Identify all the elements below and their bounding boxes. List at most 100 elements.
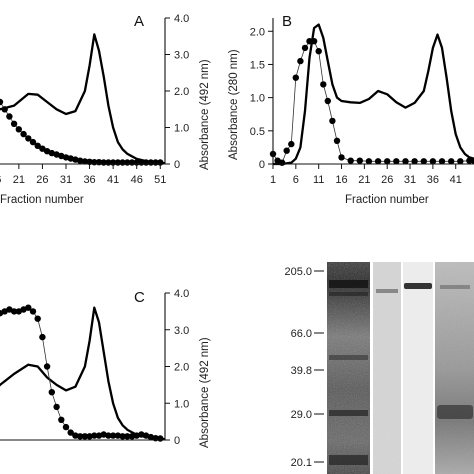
panel-b-x-tick-label: 1 [270,174,276,186]
panel-b-data-point [329,117,336,125]
panel-c-data-point [157,435,164,442]
panel-c-data-point [72,432,79,439]
panel-a-absorbance-line [0,33,166,165]
panel-b-data-point [297,57,304,65]
panel-c-data-point [86,433,93,440]
panel-b-x-tick-label: 16 [335,174,347,186]
panel-a-data-point [25,135,32,142]
panel-c-letter: C [134,289,145,306]
gel-panel: 205.0 66.0 39.8 29.0 20.1 [284,262,474,474]
panel-c-data-point [76,433,84,440]
panel-b-xlabel: Fraction number [345,194,429,206]
gel-lane-3 [403,262,433,474]
panel-a-y2-tick-label: 0 [174,159,180,171]
panel-b-y-tick-label: 0 [259,159,265,171]
panel-a-y2-tick-label: 3.0 [174,50,189,62]
panel-b-x-tick-label: 11 [313,174,324,186]
panel-b-data-point [347,157,354,164]
panel-c-data-point [105,432,112,439]
panel-c-data-point [109,432,117,439]
panel-c-y2-tick-label: 0 [174,435,180,447]
panel-b-data-point [356,157,363,164]
gel-lane-1 [327,262,370,474]
panel-a-data-point [15,126,22,133]
panel-c-dot-series [0,304,164,442]
panel-b-data-point [402,158,409,165]
panel-a-data-point [76,157,84,164]
panel-b-data-point [393,158,400,165]
panel-a-y2-tick-label: 2.0 [174,86,189,98]
panel-b-x-tick-label: 36 [427,174,439,186]
panel-c-data-point [67,429,74,436]
panel-b-data-point [324,97,331,105]
panel-b-data-point [429,158,437,165]
panel-b-dot-series [269,38,474,166]
gel-lane-2 [373,262,401,474]
panel-b-data-point [411,158,418,165]
panel-b-data-point [301,44,309,52]
panel-b-data-point [374,158,382,165]
panel-c-data-point [128,433,136,440]
panel-b-data-point [420,158,427,165]
panel-a-y2label: Absorbance (492 nm) [199,59,211,170]
gel-lane-4 [435,262,474,474]
panel-a-letter: A [134,13,144,30]
panel-a-data-point [6,113,13,120]
gel-marker-label: 29.0 [291,409,312,421]
panel-c: 0 1.0 2.0 3.0 4.0 C Absorbance (492 nm) [0,288,211,448]
panel-b-data-point [448,158,455,165]
panel-b-data-point [288,140,295,148]
panel-a-x-tick-label: 31 [60,174,72,186]
panel-b-y-tick-label: 1.5 [250,59,265,71]
panel-b-data-point [283,147,290,154]
gel-marker-label: 20.1 [291,457,312,469]
panel-a-x-tick-label: 21 [13,174,25,186]
panel-b-x-tick-label: 6 [293,174,299,186]
panel-a-data-point [1,106,8,113]
panel-c-data-point [53,403,60,411]
gel-marker-label: 66.0 [291,328,312,340]
panel-c-data-point [43,363,51,370]
panel-c-y2-tick-label: 2.0 [174,362,189,374]
panel-a-data-point [81,158,89,165]
panel-b-data-point [320,81,327,88]
panel-c-data-point [15,308,22,315]
panel-a-y2-tick-label: 4.0 [174,13,189,25]
panel-b-data-point [278,159,286,166]
panel-b-data-point [338,154,345,161]
panel-a-y2-tick-label: 1.0 [174,123,189,135]
panel-b-x-tick-label: 41 [450,174,462,186]
panel-a-data-point [39,145,46,152]
panel-c-data-point [29,308,37,315]
panel-c-data-point [39,333,46,341]
panel-c-data-point [114,432,122,439]
panel-b-data-point [306,38,313,45]
panel-c-solid-series [0,306,166,441]
panel-a-xlabel: Fraction number [0,194,84,206]
panel-c-y2label: Absorbance (492 nm) [199,337,211,448]
panel-a-dot-connector [0,101,161,163]
panel-b-letter: B [282,13,292,30]
panel-a-data-point [34,142,41,149]
panel-c-data-point [34,315,41,322]
panel-c-data-point [10,308,18,315]
panel-c-dot-connector [0,307,161,439]
panel-a-data-point [48,149,55,157]
panel-b-y-tick-label: 2.0 [250,26,265,38]
panel-b-data-point [438,158,446,165]
panel-a: 16 21 26 31 36 41 46 51 0 1.0 2.0 3.0 4.0 A Fractio… [0,13,211,206]
panel-b-data-point [466,157,473,164]
panel-b-data-point [384,158,391,165]
panel-b-y-tick-label: 1.0 [250,93,265,105]
panel-b-solid-series [273,23,474,166]
gel-marker-label: 205.0 [284,266,312,278]
panel-a-x-tick-label: 36 [83,174,95,186]
panel-c-data-point [119,433,126,440]
panel-a-data-point [10,120,18,128]
panel-b-data-point [310,38,318,45]
panel-b-data-point [315,48,322,55]
panel-a-axes [0,18,166,165]
panel-a-x-tick-label: 51 [154,174,166,186]
panel-b-y-tick-label: 0.5 [250,126,265,138]
